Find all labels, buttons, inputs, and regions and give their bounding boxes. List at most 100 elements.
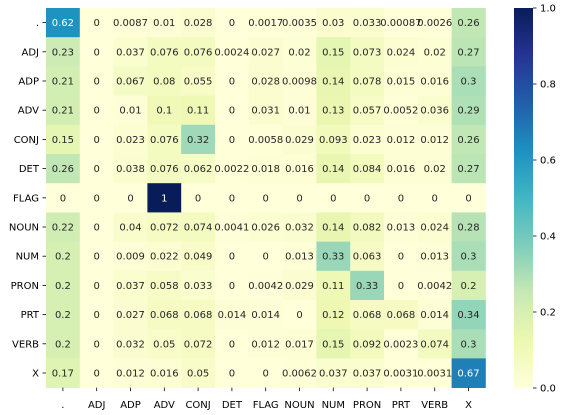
heatmap-cell [451, 241, 486, 272]
heatmap-cell [350, 66, 385, 96]
heatmap-cell [181, 37, 216, 67]
heatmap-cell [113, 329, 148, 359]
heatmap-cell [113, 95, 148, 126]
cell-value-label: 0.02 [424, 164, 446, 175]
heatmap-cell [282, 124, 317, 155]
cell-value-label: 0.063 [353, 252, 382, 263]
x-tick-label: DET [222, 400, 243, 411]
colorbar-tick-label: 0.6 [540, 156, 556, 167]
heatmap-cell [248, 241, 283, 272]
cell-value-label: 0.2 [55, 310, 71, 321]
y-tick-label: DET [19, 164, 40, 175]
heatmap-cell [350, 154, 385, 184]
cell-value-label: 0.076 [150, 47, 179, 58]
cell-value-label: 0.068 [150, 310, 179, 321]
cell-value-label: 0.067 [116, 77, 145, 88]
heatmap-cell [350, 329, 385, 359]
cell-value-label: 0.0031 [417, 369, 452, 380]
heatmap-cell [248, 358, 283, 388]
cell-value-label: 0 [94, 18, 100, 29]
heatmap-cell [248, 183, 283, 213]
heatmap-cell [79, 95, 114, 126]
heatmap-cell [248, 270, 283, 301]
heatmap-cell [316, 66, 351, 96]
heatmap-cell [181, 241, 216, 272]
y-axis-ticks: . ADJ ADP ADV CONJ DET FLAG NOUN NUM PRON PRT VERB X [9, 18, 46, 380]
heatmap-cell [79, 300, 114, 330]
heatmap-cell [215, 241, 250, 272]
cell-value-label: 0.21 [52, 106, 74, 117]
cell-value-label: 0.2 [55, 281, 71, 292]
heatmap-cell [79, 8, 114, 38]
heatmap-cell [215, 212, 250, 242]
cell-value-label: 0.23 [52, 47, 74, 58]
heatmap-cell [417, 300, 452, 330]
cell-value-label: 0.024 [420, 223, 449, 234]
cell-value-label: 0.33 [356, 281, 378, 292]
colorbar-tick-label: 0.4 [540, 232, 556, 243]
cell-value-label: 0 [94, 223, 100, 234]
heatmap-cell [147, 95, 182, 126]
heatmap-cell [215, 329, 250, 359]
heatmap-cell [282, 358, 317, 388]
cell-value-label: 0.08 [153, 77, 175, 88]
cell-value-label: 0.1 [156, 106, 172, 117]
cell-value-label: 0 [229, 135, 235, 146]
cell-value-label: 0.13 [322, 106, 344, 117]
heatmap-cell [46, 241, 81, 272]
cell-value-label: 0.0041 [214, 223, 249, 234]
cell-value-label: 0.014 [218, 310, 247, 321]
cell-value-label: 0 [229, 369, 235, 380]
cell-value-label: 0.0042 [248, 281, 283, 292]
cell-value-label: 0 [398, 281, 404, 292]
cell-value-label: 0 [94, 310, 100, 321]
heatmap-cell [79, 154, 114, 184]
heatmap-cell [417, 8, 452, 38]
cell-value-label: 0.14 [322, 223, 344, 234]
cell-value-label: 0.17 [52, 369, 74, 380]
heatmap-cell [384, 300, 419, 330]
heatmap-cell [215, 95, 250, 126]
cell-value-label: 0.029 [285, 281, 314, 292]
heatmap-cell [248, 154, 283, 184]
cell-value-label: 0.02 [288, 47, 310, 58]
colorbar-tick-label: 0.8 [540, 80, 556, 91]
cell-value-label: 0.062 [184, 164, 213, 175]
heatmap-cell [46, 37, 81, 67]
heatmap-cell [181, 300, 216, 330]
heatmap-cell [113, 183, 148, 213]
heatmap-cell [282, 66, 317, 96]
heatmap-cell [282, 241, 317, 272]
cell-value-label: 0 [263, 193, 269, 204]
heatmap-cell [417, 95, 452, 126]
y-tick-label: PRON [11, 281, 39, 292]
cell-value-label: 0.67 [457, 369, 479, 380]
heatmap-cell [181, 8, 216, 38]
cell-value-label: 0.016 [150, 369, 179, 380]
cell-value-label: 0.14 [322, 164, 344, 175]
cell-value-label: 0.26 [457, 18, 479, 29]
cell-value-label: 0.21 [52, 77, 74, 88]
heatmap-cell [384, 37, 419, 67]
heatmap-cell [384, 329, 419, 359]
heatmap-cell [147, 270, 182, 301]
cell-value-label: 0.022 [150, 252, 179, 263]
heatmap-cell [79, 358, 114, 388]
cell-value-label: 0.078 [353, 77, 382, 88]
cell-value-label: 0.04 [119, 223, 141, 234]
cell-value-label: 0.027 [116, 310, 145, 321]
heatmap-cell [181, 358, 216, 388]
heatmap-cell [113, 212, 148, 242]
cell-value-label: 0 [398, 193, 404, 204]
heatmap-cell [248, 37, 283, 67]
heatmap-cell [113, 358, 148, 388]
heatmap-cell [46, 95, 81, 126]
cell-value-label: 0.012 [387, 135, 416, 146]
cell-value-label: 0.15 [322, 47, 344, 58]
x-tick-label: VERB [421, 400, 448, 411]
cell-value-label: 0.032 [116, 339, 145, 350]
heatmap-cell [215, 8, 250, 38]
heatmap-cell [417, 358, 452, 388]
cell-value-label: 0.15 [322, 339, 344, 350]
